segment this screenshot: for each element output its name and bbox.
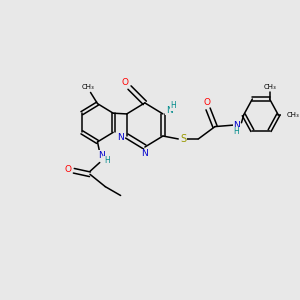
Text: O: O (64, 165, 71, 174)
Text: CH₃: CH₃ (286, 112, 299, 118)
Text: O: O (121, 78, 128, 87)
Text: O: O (203, 98, 210, 107)
Text: H: H (104, 156, 110, 165)
Text: N: N (99, 151, 105, 160)
Text: N: N (142, 149, 148, 158)
Text: H: H (171, 101, 176, 110)
Text: S: S (180, 134, 186, 144)
Text: CH₃: CH₃ (263, 84, 276, 90)
Text: CH₃: CH₃ (81, 84, 94, 90)
Text: N: N (117, 133, 124, 142)
Text: H: H (234, 127, 239, 136)
Text: N: N (233, 121, 240, 130)
Text: N: N (166, 106, 172, 115)
